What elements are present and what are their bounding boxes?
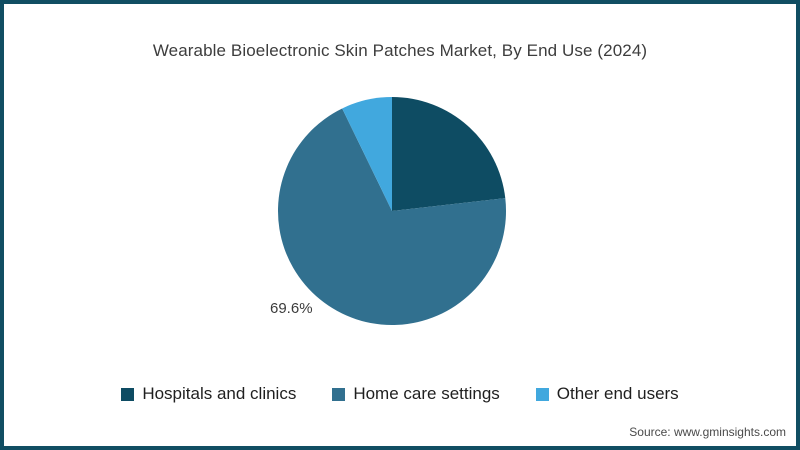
legend-label: Other end users (556, 384, 679, 403)
legend-item-other-end-users: Other end users (535, 384, 679, 404)
chart-title: Wearable Bioelectronic Skin Patches Mark… (152, 41, 648, 60)
legend-label: Home care settings (353, 384, 500, 403)
pie-data-label: 69.6% (270, 300, 313, 317)
pie-chart (277, 96, 507, 326)
pie-slice-home-care-settings (277, 108, 507, 326)
pie-slice-hospitals-and-clinics (392, 96, 506, 211)
legend-swatch-icon (121, 387, 135, 401)
legend-item-hospitals-and-clinics: Hospitals and clinics (121, 384, 296, 404)
legend: Hospitals and clinics Home care settings O… (4, 384, 796, 404)
pie-slice-other-end-users (342, 96, 392, 211)
source-attribution: Source: www.gminsights.com (629, 425, 786, 439)
legend-swatch-icon (535, 387, 549, 401)
legend-swatch-icon (332, 387, 346, 401)
legend-label: Hospitals and clinics (142, 384, 297, 403)
legend-item-home-care-settings: Home care settings (332, 384, 500, 404)
